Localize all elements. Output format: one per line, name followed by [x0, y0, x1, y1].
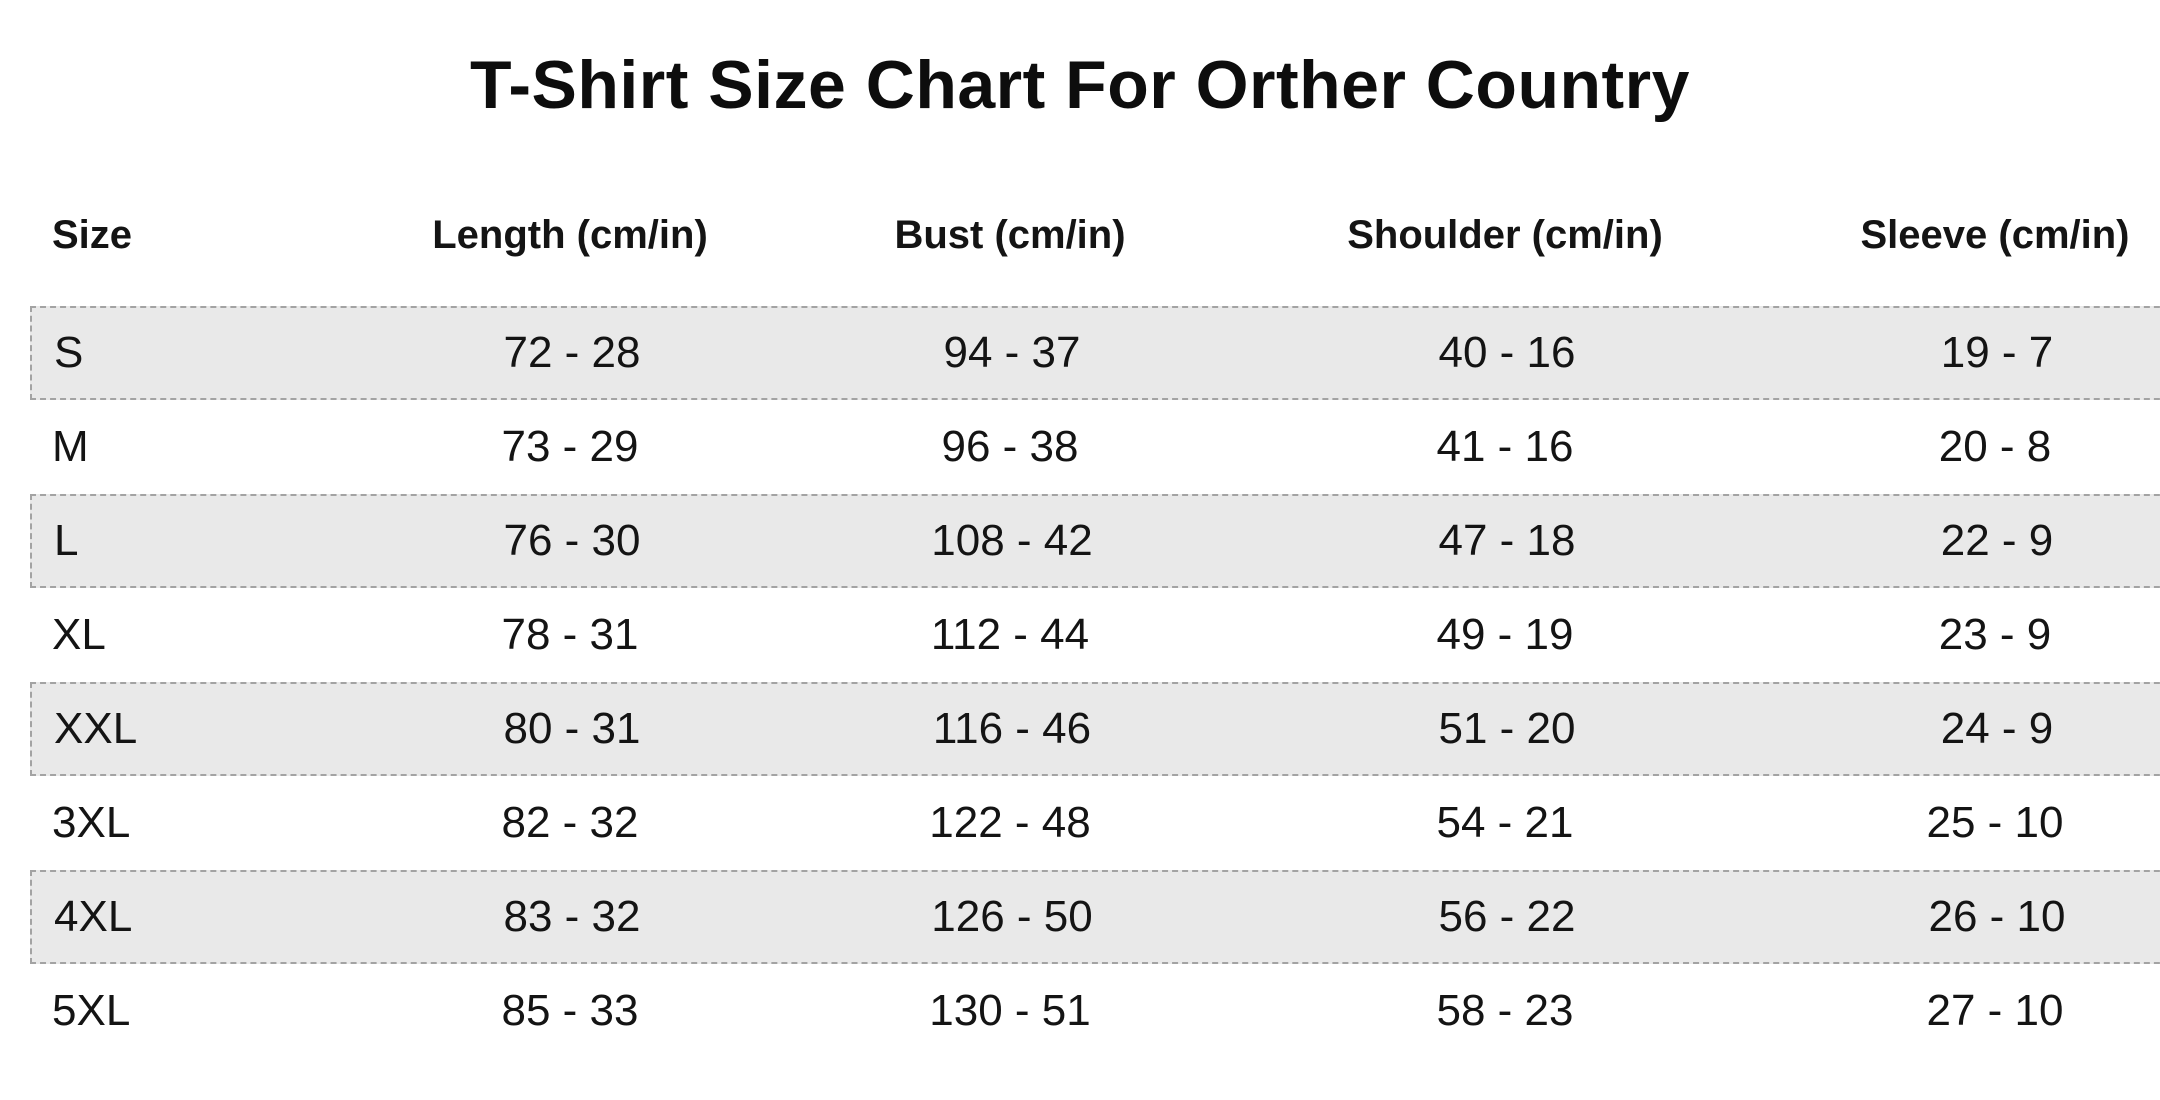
column-header-length: Length (cm/in) — [432, 212, 708, 257]
length-value: 85 - 33 — [501, 986, 639, 1035]
bust-value: 94 - 37 — [943, 328, 1081, 377]
table-row-xxl: XXL 80 - 31 116 - 46 51 - 20 24 - 9 — [30, 682, 2160, 776]
length-value: 73 - 29 — [501, 422, 639, 471]
shoulder-value: 40 - 16 — [1438, 328, 1576, 377]
column-header-size: Size — [52, 212, 133, 257]
shoulder-value: 56 - 22 — [1438, 892, 1576, 941]
table-header-row: Size Length (cm/in) Bust (cm/in) Shoulde… — [30, 190, 2160, 280]
column-header-bust: Bust (cm/in) — [894, 212, 1126, 257]
table-row-s: S 72 - 28 94 - 37 40 - 16 19 - 7 — [30, 306, 2160, 400]
size-label: L — [54, 516, 79, 565]
bust-value: 116 - 46 — [932, 704, 1092, 753]
table-row-3xl: 3XL 82 - 32 122 - 48 54 - 21 25 - 10 — [30, 776, 2160, 870]
sleeve-value: 19 - 7 — [1940, 328, 2054, 377]
sleeve-value: 20 - 8 — [1938, 422, 2052, 471]
bust-value: 96 - 38 — [941, 422, 1079, 471]
shoulder-value: 58 - 23 — [1436, 986, 1574, 1035]
size-label: S — [54, 328, 84, 377]
shoulder-value: 47 - 18 — [1438, 516, 1576, 565]
length-value: 80 - 31 — [503, 704, 641, 753]
length-value: 78 - 31 — [501, 610, 639, 659]
bust-value: 122 - 48 — [929, 798, 1091, 847]
shoulder-value: 54 - 21 — [1436, 798, 1574, 847]
bust-value: 112 - 44 — [930, 610, 1090, 659]
sleeve-value: 24 - 9 — [1940, 704, 2054, 753]
sleeve-value: 27 - 10 — [1926, 986, 2064, 1035]
length-value: 76 - 30 — [503, 516, 641, 565]
table-row-l: L 76 - 30 108 - 42 47 - 18 22 - 9 — [30, 494, 2160, 588]
size-label: 3XL — [52, 798, 131, 847]
size-label: 5XL — [52, 986, 131, 1035]
sleeve-value: 26 - 10 — [1928, 892, 2066, 941]
length-value: 72 - 28 — [503, 328, 641, 377]
size-label: M — [52, 422, 89, 471]
shoulder-value: 49 - 19 — [1436, 610, 1574, 659]
column-header-sleeve: Sleeve (cm/in) — [1860, 212, 2130, 257]
shoulder-value: 51 - 20 — [1438, 704, 1576, 753]
bust-value: 108 - 42 — [931, 516, 1093, 565]
sleeve-value: 23 - 9 — [1938, 610, 2052, 659]
table-row-m: M 73 - 29 96 - 38 41 - 16 20 - 8 — [30, 400, 2160, 494]
bust-value: 126 - 50 — [931, 892, 1093, 941]
size-label: XL — [52, 610, 106, 659]
sleeve-value: 22 - 9 — [1940, 516, 2054, 565]
table-row-5xl: 5XL 85 - 33 130 - 51 58 - 23 27 - 10 — [30, 964, 2160, 1058]
sleeve-value: 25 - 10 — [1926, 798, 2064, 847]
page-title: T-Shirt Size Chart For Orther Country — [470, 47, 1690, 123]
size-label: 4XL — [54, 892, 133, 941]
size-label: XXL — [54, 704, 138, 753]
shoulder-value: 41 - 16 — [1436, 422, 1574, 471]
table-row-xl: XL 78 - 31 112 - 44 49 - 19 23 - 9 — [30, 588, 2160, 682]
size-chart-table: Size Length (cm/in) Bust (cm/in) Shoulde… — [30, 190, 2160, 1058]
length-value: 83 - 32 — [503, 892, 641, 941]
column-header-shoulder: Shoulder (cm/in) — [1347, 212, 1663, 257]
bust-value: 130 - 51 — [929, 986, 1091, 1035]
table-row-4xl: 4XL 83 - 32 126 - 50 56 - 22 26 - 10 — [30, 870, 2160, 964]
length-value: 82 - 32 — [501, 798, 639, 847]
